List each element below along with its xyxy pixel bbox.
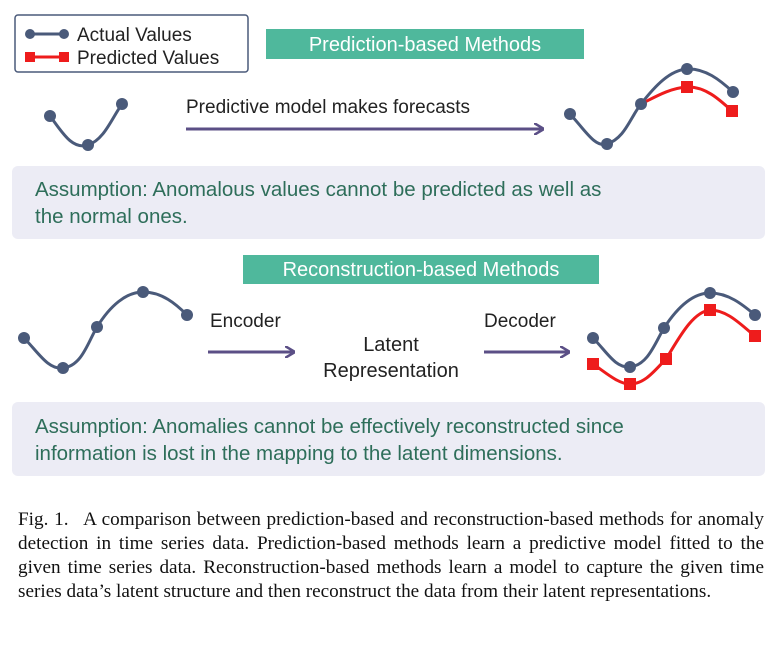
figure-label: Fig. 1. xyxy=(18,509,69,530)
series-point xyxy=(635,98,647,110)
reconstruction-title-banner xyxy=(243,255,599,284)
legend-predicted-swatch xyxy=(25,52,69,62)
reconstruction-assumption-line1: Assumption: Anomalies cannot be effectiv… xyxy=(35,415,624,438)
series-point xyxy=(658,322,670,334)
legend-actual-swatch xyxy=(25,29,69,39)
reconstruction-assumption-line2: information is lost in the mapping to th… xyxy=(35,442,563,465)
prediction-output-series xyxy=(564,63,739,150)
series-point xyxy=(181,309,193,321)
series-point xyxy=(91,321,103,333)
series-point xyxy=(681,63,693,75)
series-point xyxy=(116,98,128,110)
prediction-title: Prediction-based Methods xyxy=(309,34,541,56)
reconstruction-output-series xyxy=(587,287,761,390)
reconstruction-title: Reconstruction-based Methods xyxy=(283,259,560,281)
series-point xyxy=(564,108,576,120)
series-point xyxy=(137,286,149,298)
diagram: Actual Values Predicted Values Predictio… xyxy=(12,14,765,476)
series-point xyxy=(624,361,636,373)
caption-text: A comparison between prediction-based an… xyxy=(18,509,764,602)
reconstructed-point xyxy=(660,353,672,365)
reconstructed-point xyxy=(624,378,636,390)
predicted-point xyxy=(681,81,693,93)
series-point xyxy=(601,138,613,150)
prediction-section: Prediction-based Methods Predictive mode… xyxy=(12,29,765,239)
decoder-label: Decoder xyxy=(484,311,556,332)
prediction-arrow-label: Predictive model makes forecasts xyxy=(186,97,470,118)
reconstructed-point xyxy=(749,330,761,342)
latent-label-line1: Latent xyxy=(363,334,419,356)
prediction-title-banner xyxy=(266,29,584,59)
series-point xyxy=(57,362,69,374)
series-point xyxy=(727,86,739,98)
actual-line xyxy=(591,291,756,369)
legend-box xyxy=(14,14,249,73)
predicted-point xyxy=(726,105,738,117)
series-point xyxy=(44,110,56,122)
reconstruction-assumption-box xyxy=(12,402,765,476)
prediction-input-series xyxy=(44,98,128,151)
series-point xyxy=(749,309,761,321)
prediction-assumption-box xyxy=(12,166,765,239)
reconstruction-section: Reconstruction-based Methods Encoder Lat… xyxy=(12,255,765,476)
reconstructed-point xyxy=(704,304,716,316)
legend-predicted-label: Predicted Values xyxy=(77,48,219,69)
reconstruction-input-series xyxy=(18,286,193,374)
prediction-assumption-line2: the normal ones. xyxy=(35,205,188,228)
series-point xyxy=(587,332,599,344)
series-point xyxy=(82,139,94,151)
reconstructed-line xyxy=(592,308,756,386)
latent-label-line2: Representation xyxy=(323,360,459,382)
legend-actual-label: Actual Values xyxy=(77,25,192,46)
actual-line xyxy=(568,67,735,147)
encoder-label: Encoder xyxy=(210,311,281,332)
series-point xyxy=(704,287,716,299)
prediction-assumption-line1: Assumption: Anomalous values cannot be p… xyxy=(35,178,601,201)
figure-caption: Fig. 1. A comparison between prediction-… xyxy=(18,508,764,604)
legend: Actual Values Predicted Values xyxy=(14,14,249,73)
series-point xyxy=(18,332,30,344)
reconstructed-point xyxy=(587,358,599,370)
